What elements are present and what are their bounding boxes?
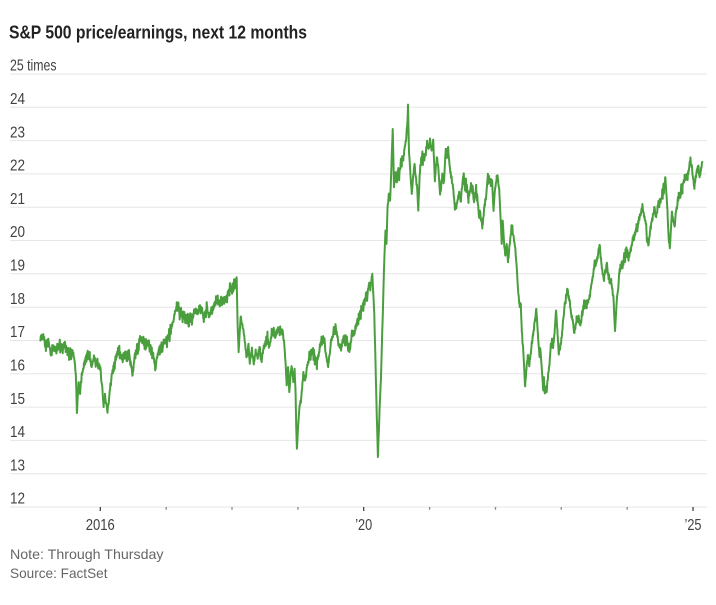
svg-text:’25: ’25 [685, 517, 702, 534]
svg-text:2016: 2016 [86, 517, 115, 534]
svg-text:22: 22 [10, 158, 25, 175]
svg-text:15: 15 [10, 391, 25, 408]
svg-text:19: 19 [10, 258, 25, 275]
svg-text:23: 23 [10, 124, 25, 141]
svg-text:’20: ’20 [355, 517, 372, 534]
svg-text:13: 13 [10, 457, 25, 474]
svg-text:16: 16 [10, 358, 25, 375]
svg-text:20: 20 [10, 224, 25, 241]
svg-text:S&P 500 price/earnings, next 1: S&P 500 price/earnings, next 12 months [9, 23, 307, 43]
svg-text:Note: Through Thursday: Note: Through Thursday [10, 546, 164, 562]
svg-text:18: 18 [10, 291, 25, 308]
svg-text:25 times: 25 times [10, 58, 57, 75]
svg-text:21: 21 [10, 191, 25, 208]
svg-text:17: 17 [10, 324, 25, 341]
svg-text:14: 14 [10, 424, 25, 441]
svg-text:24: 24 [10, 91, 25, 108]
svg-text:Source: FactSet: Source: FactSet [10, 565, 108, 581]
svg-text:12: 12 [10, 491, 25, 508]
